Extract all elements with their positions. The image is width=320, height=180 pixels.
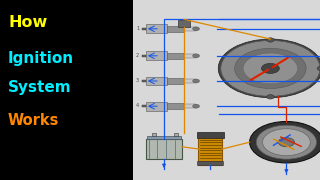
Bar — [167, 53, 184, 59]
Bar — [147, 136, 181, 139]
Text: How: How — [8, 15, 47, 30]
Bar — [146, 51, 167, 60]
Bar — [133, 0, 320, 180]
Bar — [184, 54, 196, 58]
Bar — [167, 103, 184, 109]
Bar — [167, 26, 184, 32]
Bar — [146, 77, 167, 85]
Bar — [184, 79, 196, 83]
Circle shape — [221, 40, 320, 96]
Bar — [142, 80, 146, 82]
Circle shape — [278, 138, 294, 147]
Circle shape — [267, 38, 274, 42]
Text: System: System — [8, 80, 72, 95]
Bar — [174, 133, 178, 136]
Circle shape — [256, 125, 316, 159]
Circle shape — [193, 54, 199, 58]
Bar — [179, 20, 190, 27]
Circle shape — [235, 48, 306, 89]
Bar — [198, 133, 222, 165]
Bar — [167, 78, 184, 84]
Bar — [184, 27, 196, 31]
Circle shape — [193, 27, 199, 31]
Bar — [197, 132, 224, 138]
Bar — [142, 105, 146, 107]
Bar — [146, 102, 167, 111]
Circle shape — [317, 66, 320, 71]
Circle shape — [243, 53, 298, 84]
Circle shape — [261, 63, 279, 73]
Circle shape — [250, 122, 320, 163]
Circle shape — [193, 79, 199, 83]
Circle shape — [218, 39, 320, 98]
Text: 2: 2 — [136, 53, 139, 58]
Bar — [142, 55, 146, 57]
Bar — [146, 24, 167, 33]
Circle shape — [262, 129, 310, 156]
Circle shape — [267, 95, 274, 99]
Bar — [142, 28, 146, 30]
Text: 1: 1 — [136, 26, 139, 31]
Bar — [152, 133, 156, 136]
Text: 3: 3 — [136, 78, 139, 83]
Bar — [197, 161, 223, 165]
Text: Ignition: Ignition — [8, 51, 74, 66]
Text: Works: Works — [8, 113, 60, 128]
Bar — [184, 104, 196, 108]
Bar — [146, 139, 182, 159]
Circle shape — [193, 104, 199, 108]
Text: 4: 4 — [136, 103, 139, 108]
